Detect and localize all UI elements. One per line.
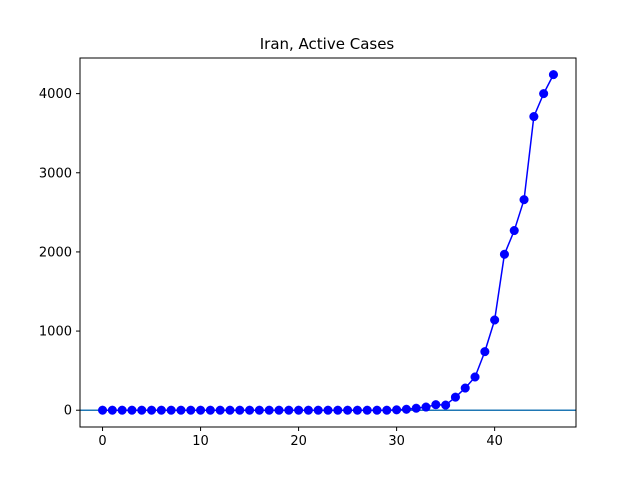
data-point [196, 405, 206, 415]
data-point [235, 405, 245, 415]
x-tick-label: 30 [388, 434, 405, 449]
data-point [225, 405, 235, 415]
x-tick-label: 10 [192, 434, 209, 449]
data-point [548, 70, 559, 80]
data-point [539, 89, 549, 99]
data-point [205, 405, 215, 415]
data-point [421, 402, 431, 412]
data-point [166, 405, 176, 415]
data-point [362, 405, 372, 415]
data-point [480, 347, 490, 357]
data-point [186, 405, 196, 415]
plot-frame [79, 57, 577, 428]
axes-layer [79, 57, 577, 428]
data-point [490, 315, 500, 325]
data-point [107, 405, 117, 415]
ticks-layer: 0 10 20 30 40 0 1000 2000 3000 4000 [39, 87, 503, 449]
data-point [411, 403, 421, 413]
data-point [98, 405, 108, 415]
data-point [333, 405, 343, 415]
x-tick-label: 0 [98, 434, 106, 449]
data-point [441, 400, 451, 410]
y-tick-label: 3000 [39, 166, 72, 181]
data-point [431, 400, 441, 410]
data-point [313, 405, 323, 415]
data-point [352, 405, 362, 415]
y-tick-label: 4000 [39, 87, 72, 102]
data-point [372, 405, 382, 415]
data-point [303, 405, 313, 415]
chart-title: Iran, Active Cases [260, 35, 395, 53]
data-point [294, 405, 304, 415]
y-tick-label: 0 [64, 404, 72, 419]
data-point [176, 405, 186, 415]
data-point [127, 405, 137, 415]
data-point [401, 404, 411, 414]
data-point [392, 405, 402, 415]
data-point [245, 405, 255, 415]
x-tick-label: 20 [290, 434, 307, 449]
data-point [284, 405, 294, 415]
data-point [470, 372, 480, 382]
series-layer [98, 70, 559, 415]
data-point [509, 226, 519, 236]
data-point [156, 405, 166, 415]
data-point [137, 405, 147, 415]
data-point [529, 112, 539, 122]
data-point [450, 392, 460, 402]
data-point [215, 405, 225, 415]
data-point [460, 383, 470, 393]
data-point [254, 405, 264, 415]
data-point [382, 405, 392, 415]
data-point [117, 405, 127, 415]
data-point [499, 249, 509, 259]
data-point [343, 405, 353, 415]
y-tick-label: 1000 [39, 325, 72, 340]
y-tick-label: 2000 [39, 245, 72, 260]
data-point [147, 405, 157, 415]
data-point [274, 405, 284, 415]
data-point [519, 195, 529, 205]
data-point [323, 405, 333, 415]
x-tick-label: 40 [486, 434, 503, 449]
data-point [264, 405, 274, 415]
